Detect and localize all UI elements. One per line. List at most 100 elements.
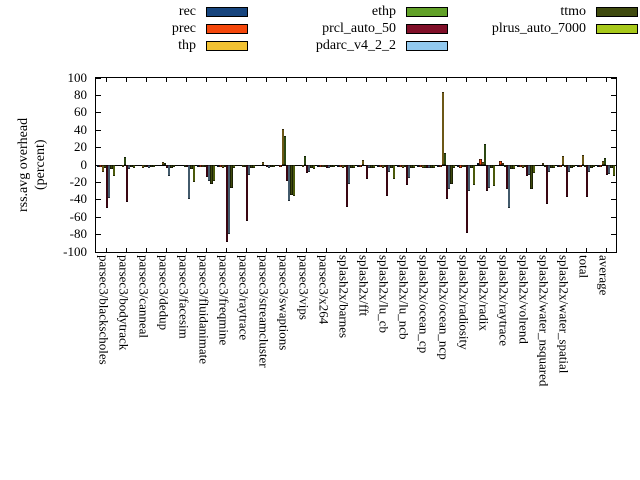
y-tick-mark xyxy=(611,216,616,218)
bar-ttmo xyxy=(370,165,373,168)
y-tick-mark xyxy=(611,251,616,253)
bar-prec xyxy=(579,165,582,167)
bar-prcl_auto_50 xyxy=(346,165,349,207)
bar-rec xyxy=(237,165,240,166)
bar-prec xyxy=(179,165,182,166)
y-tick-mark xyxy=(611,199,616,201)
bar-pdarc_v4_2_2 xyxy=(288,165,291,201)
bar-pdarc_v4_2_2 xyxy=(428,165,431,169)
bar-prec xyxy=(419,165,422,167)
y-tick-label: -20 xyxy=(69,173,87,189)
bar-ttmo xyxy=(150,165,153,167)
x-tick-mark xyxy=(205,78,207,82)
bar-pdarc_v4_2_2 xyxy=(488,165,491,188)
bar-ethp xyxy=(423,165,426,168)
bar-rec xyxy=(377,165,380,167)
bar-pdarc_v4_2_2 xyxy=(408,165,411,179)
bar-ethp xyxy=(523,165,526,167)
x-tick-mark xyxy=(525,78,527,82)
bar-pdarc_v4_2_2 xyxy=(188,165,191,199)
bar-pdarc_v4_2_2 xyxy=(448,165,451,190)
x-tick-mark xyxy=(445,248,447,252)
y-tick-label: 100 xyxy=(67,69,88,85)
bar-ttmo xyxy=(210,165,213,185)
bar-plrus_auto_7000 xyxy=(492,165,495,186)
x-tick-mark xyxy=(565,248,567,252)
bar-pdarc_v4_2_2 xyxy=(568,165,571,172)
bar-rec xyxy=(117,165,120,166)
x-category-label: parsec3/streamcluster xyxy=(256,255,272,368)
x-tick-mark xyxy=(485,248,487,252)
bar-ttmo xyxy=(450,165,453,185)
legend-entry-label: prcl_auto_50 xyxy=(322,21,396,36)
bar-prcl_auto_50 xyxy=(186,165,189,167)
legend-column: ttmo plrus_auto_7000 xyxy=(458,5,638,40)
x-tick-mark xyxy=(525,248,527,252)
x-tick-mark xyxy=(105,78,107,82)
y-tick-label: 80 xyxy=(74,86,87,102)
bar-prcl_auto_50 xyxy=(446,165,449,199)
y-tick-mark xyxy=(96,129,101,131)
bar-rec xyxy=(297,165,300,166)
bar-prec xyxy=(239,165,242,166)
bar-thp xyxy=(261,162,264,165)
bar-prcl_auto_50 xyxy=(406,165,409,185)
bar-pdarc_v4_2_2 xyxy=(308,165,311,172)
x-tick-mark xyxy=(205,248,207,252)
x-tick-mark xyxy=(385,248,387,252)
bar-ethp xyxy=(343,165,346,167)
bar-rec xyxy=(97,165,100,167)
bar-thp xyxy=(401,165,404,168)
bar-plrus_auto_7000 xyxy=(572,165,575,167)
y-tick-mark xyxy=(96,181,101,183)
bar-prec xyxy=(499,160,502,165)
legend-entry: ethp xyxy=(278,5,448,19)
bar-prec xyxy=(439,165,442,167)
bar-thp xyxy=(361,159,364,165)
bar-rec xyxy=(397,165,400,167)
bar-prcl_auto_50 xyxy=(466,165,469,233)
legend-swatch xyxy=(206,41,248,51)
bar-pdarc_v4_2_2 xyxy=(328,165,331,169)
bar-prec xyxy=(319,165,322,167)
bar-prec xyxy=(519,165,522,167)
plot-area xyxy=(95,77,617,253)
bar-plrus_auto_7000 xyxy=(272,165,275,167)
bar-plrus_auto_7000 xyxy=(132,165,135,169)
y-tick-mark xyxy=(611,77,616,79)
bar-ttmo xyxy=(410,165,413,169)
bar-prec xyxy=(539,165,542,166)
bar-prec xyxy=(219,165,222,167)
bar-plrus_auto_7000 xyxy=(552,165,555,168)
bar-ethp xyxy=(563,165,566,167)
legend-swatch xyxy=(406,24,448,34)
y-tick-mark xyxy=(96,251,101,253)
legend-entry: thp xyxy=(78,39,248,53)
bar-prec xyxy=(199,165,202,167)
x-tick-mark xyxy=(585,78,587,82)
x-tick-mark xyxy=(285,248,287,252)
bar-plrus_auto_7000 xyxy=(512,165,515,170)
legend-column: rec prec thp xyxy=(78,5,248,57)
bar-thp xyxy=(481,162,484,165)
y-tick-label: -40 xyxy=(69,191,87,207)
bar-rec xyxy=(517,165,520,167)
bar-prec xyxy=(259,165,262,166)
bar-prec xyxy=(299,165,302,166)
legend-entry: pdarc_v4_2_2 xyxy=(278,39,448,53)
bar-ethp xyxy=(103,165,106,168)
bar-ttmo xyxy=(590,165,593,168)
bar-ttmo xyxy=(110,165,113,170)
bar-prcl_auto_50 xyxy=(486,165,489,192)
x-tick-mark xyxy=(605,78,607,82)
bar-rec xyxy=(557,165,560,167)
legend-swatch xyxy=(406,41,448,51)
bar-prcl_auto_50 xyxy=(526,165,529,177)
x-tick-mark xyxy=(365,248,367,252)
bar-plrus_auto_7000 xyxy=(372,165,375,168)
bar-prcl_auto_50 xyxy=(266,165,269,167)
x-category-label: parsec3/facesim xyxy=(176,255,192,339)
x-category-label: splash2x/radiosity xyxy=(456,255,472,350)
bar-plrus_auto_7000 xyxy=(392,165,395,179)
x-tick-mark xyxy=(345,248,347,252)
